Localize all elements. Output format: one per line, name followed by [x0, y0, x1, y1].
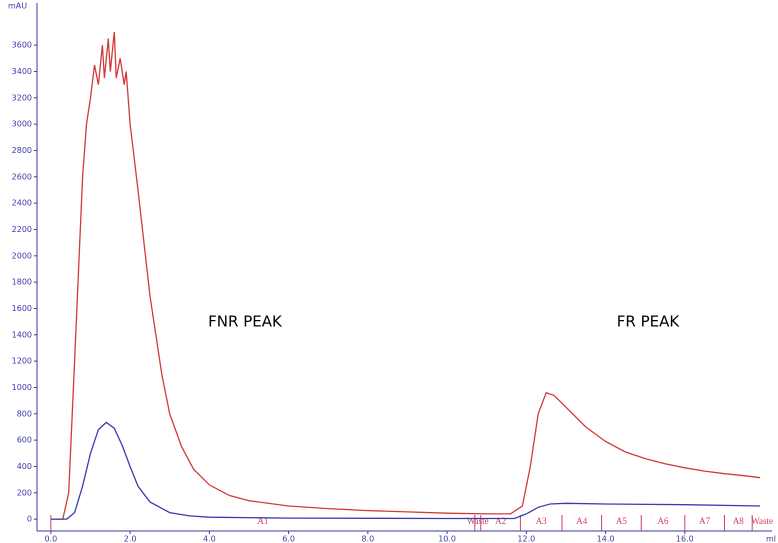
- y-tick-label: 1600: [12, 304, 32, 313]
- fraction-label: Waste: [751, 516, 773, 526]
- y-tick-label: 3600: [12, 41, 32, 50]
- fraction-label: A7: [699, 516, 710, 526]
- y-tick-label: 600: [17, 436, 32, 445]
- y-tick-label: 800: [17, 409, 32, 418]
- y-tick-label: 400: [17, 462, 32, 471]
- fraction-label: A1: [257, 516, 268, 526]
- y-tick-label: 3000: [12, 120, 32, 129]
- x-tick-label: 14.0: [597, 535, 615, 543]
- fraction-label: A6: [658, 516, 669, 526]
- x-tick-label: 2.0: [124, 535, 137, 543]
- y-tick-label: 1200: [12, 357, 32, 366]
- annotation: FR PEAK: [617, 313, 681, 331]
- series-line: [50, 31, 761, 520]
- fraction-label: A4: [576, 516, 587, 526]
- y-axis-label: mAU: [8, 2, 27, 11]
- series-line: [50, 421, 761, 520]
- x-tick-label: 0.0: [45, 535, 58, 543]
- fraction-label: A3: [536, 516, 547, 526]
- y-tick-label: 3200: [12, 93, 32, 102]
- x-tick-label: 4.0: [203, 535, 216, 543]
- y-tick-label: 1400: [12, 330, 32, 339]
- annotation: FNR PEAK: [208, 313, 283, 331]
- fraction-label: A5: [616, 516, 627, 526]
- y-tick-label: 3400: [12, 67, 32, 76]
- fraction-label: Waste: [467, 516, 489, 526]
- fraction-label: A2: [495, 516, 506, 526]
- y-tick-label: 1800: [12, 278, 32, 287]
- y-tick-label: 2000: [12, 251, 32, 260]
- fraction-label: A8: [733, 516, 744, 526]
- x-tick-label: 16.0: [676, 535, 694, 543]
- x-axis-label: ml: [766, 535, 776, 543]
- y-tick-label: 2400: [12, 199, 32, 208]
- x-tick-label: 6.0: [282, 535, 295, 543]
- y-tick-label: 200: [17, 488, 32, 497]
- y-tick-label: 1000: [12, 383, 32, 392]
- y-tick-label: 2600: [12, 172, 32, 181]
- x-tick-label: 12.0: [517, 535, 535, 543]
- x-tick-label: 8.0: [361, 535, 374, 543]
- y-tick-label: 2800: [12, 146, 32, 155]
- x-tick-label: 10.0: [438, 535, 456, 543]
- y-tick-label: 2200: [12, 225, 32, 234]
- y-tick-label: 0: [27, 515, 32, 524]
